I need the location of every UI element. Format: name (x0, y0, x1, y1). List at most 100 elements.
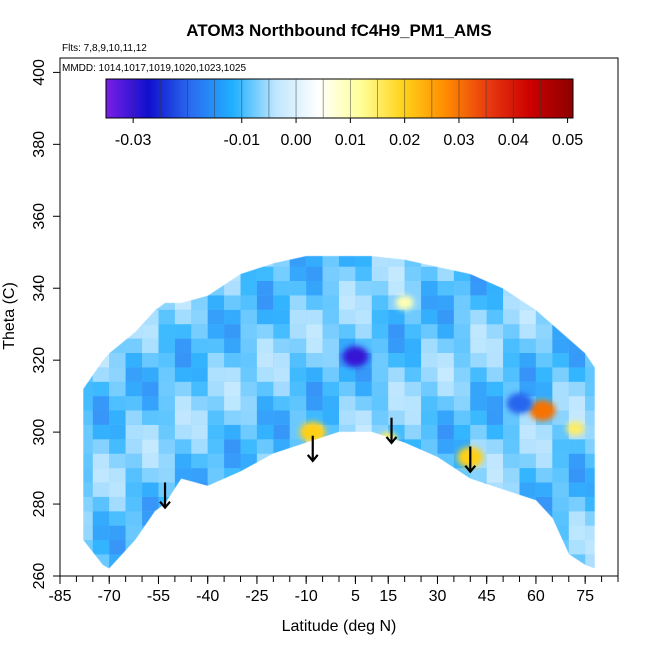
heatmap-cell (125, 353, 142, 368)
heatmap-cell (306, 525, 323, 540)
heatmap-cell (503, 525, 520, 540)
heatmap-cell (453, 255, 471, 267)
heatmap-cell (290, 238, 306, 252)
heatmap-cell (207, 453, 225, 469)
heatmap-cell (421, 468, 438, 483)
heatmap-cell (92, 381, 110, 397)
heatmap-cell (174, 496, 192, 512)
heatmap-cell (256, 353, 274, 368)
heatmap-cell (109, 266, 126, 281)
heatmap-cell (487, 238, 503, 252)
colorbar-band (105, 78, 574, 119)
heatmap-cell (503, 540, 520, 555)
y-tick-label: 360 (31, 203, 48, 230)
heatmap-cell (289, 410, 307, 425)
heatmap-cell (453, 353, 471, 368)
heatmap-cell (388, 255, 405, 267)
heatmap-cell (339, 238, 355, 252)
heatmap-cell (355, 482, 372, 497)
heatmap-cell (83, 367, 93, 382)
heatmap-cell (191, 525, 208, 540)
heatmap-cell (126, 238, 142, 252)
heatmap-cell (83, 439, 93, 454)
heatmap-cell (421, 309, 438, 325)
heatmap-cell (191, 482, 208, 497)
heatmap-cell (273, 295, 290, 310)
heatmap-cell (306, 554, 323, 569)
heatmap-cell (256, 424, 274, 440)
arrow-head (464, 464, 477, 474)
heatmap-cell (306, 295, 323, 310)
heatmap-cell (76, 238, 92, 252)
heatmap-cell (158, 424, 175, 440)
heatmap-cell (470, 295, 487, 310)
heatmap-cell (289, 309, 307, 325)
heatmap-cell (437, 468, 454, 483)
heatmap-cell (355, 453, 372, 469)
heatmap-cell (322, 468, 339, 483)
heatmap-cell (437, 439, 454, 454)
heatmap-cell (306, 281, 323, 296)
heatmap-cell (503, 238, 519, 252)
heatmap-cell (535, 554, 553, 569)
arrow-head (159, 500, 171, 510)
heatmap-cell (568, 496, 586, 512)
heatmap-cell (371, 482, 389, 497)
heatmap-cell (257, 238, 273, 252)
heatmap-cell (158, 281, 175, 296)
heatmap-cell (92, 255, 110, 267)
heatmap-cell (306, 410, 323, 425)
heatmap-cell (92, 525, 110, 540)
heatmap-cell (289, 367, 307, 382)
heatmap-cell (388, 396, 405, 411)
arrow-head (306, 454, 319, 463)
heatmap-cell (602, 238, 618, 252)
heatmap-cell (355, 439, 372, 454)
heatmap-cell (323, 238, 339, 252)
heatmap-cell (470, 281, 487, 296)
heatmap-cell (240, 324, 257, 339)
heatmap-cell (142, 367, 159, 382)
heatmap-cell (602, 511, 618, 525)
heatmap-cell (83, 453, 93, 469)
heatmap-cell (92, 554, 110, 569)
heatmap-cell (602, 382, 618, 396)
heatmap-cell (355, 511, 372, 526)
heatmap-cell (568, 295, 586, 310)
heatmap-cell (273, 525, 290, 540)
heatmap-cell (453, 554, 471, 569)
heatmap-cell (224, 324, 241, 339)
heatmap-cell (421, 396, 438, 411)
heatmap-cell (371, 554, 389, 569)
heatmap-cell (207, 381, 225, 397)
heatmap-cell (355, 309, 372, 325)
heatmap-cell (191, 439, 208, 454)
heatmap-cell (92, 540, 110, 555)
heatmap-cell (503, 295, 520, 310)
heatmap-cell (453, 309, 471, 325)
heatmap-cell (486, 367, 504, 382)
heatmap-cell (109, 525, 126, 540)
heatmap-cell (83, 353, 93, 368)
heatmap-cell (92, 309, 110, 325)
heatmap-cell (93, 238, 109, 252)
heatmap-cell (306, 496, 323, 512)
heatmap-cell (339, 367, 356, 382)
heatmap-cell (92, 482, 110, 497)
heatmap-cell (503, 367, 520, 382)
heatmap-cell (191, 238, 207, 252)
heatmap-cell (486, 338, 504, 353)
heatmap-cell (322, 281, 339, 296)
heatmap-cell (470, 381, 487, 397)
heatmap-cell (240, 281, 257, 296)
heatmap-cell (109, 496, 126, 512)
heatmap-cell (125, 309, 142, 325)
heatmap-cell (207, 540, 225, 555)
heatmap-cell (224, 255, 241, 267)
heatmap-cell (289, 525, 307, 540)
heatmap-cell (421, 281, 438, 296)
heatmap-cell (552, 295, 569, 310)
heatmap-cell (240, 396, 257, 411)
heatmap-cell (552, 238, 568, 252)
heatmap-cell (322, 381, 339, 397)
